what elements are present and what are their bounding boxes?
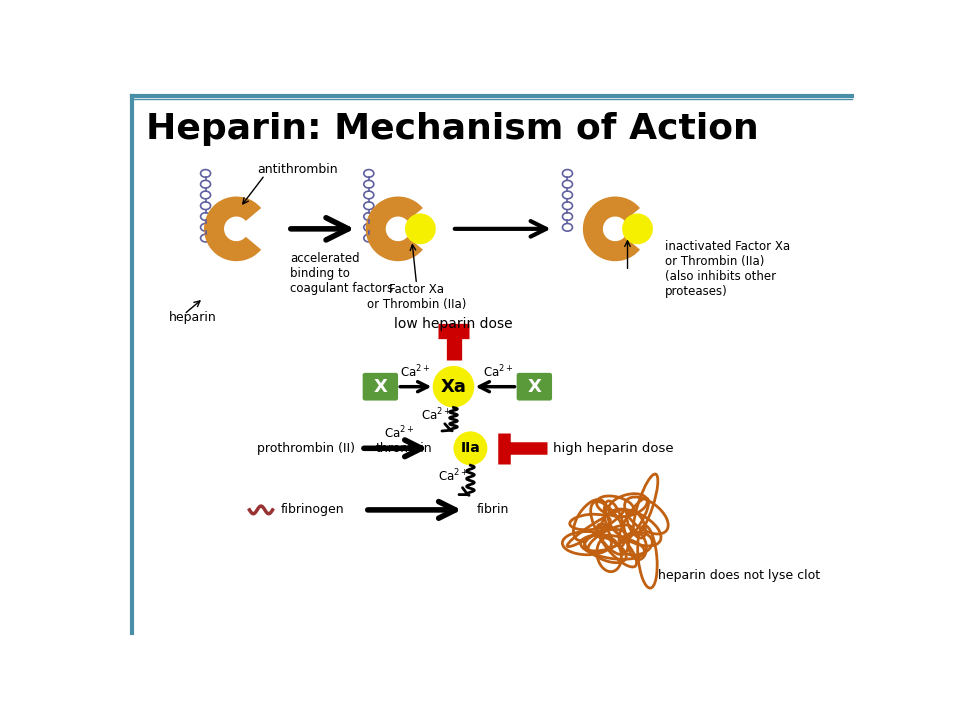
Text: heparin: heparin [169, 311, 216, 324]
Text: inactivated Factor Xa
or Thrombin (IIa)
(also inhibits other
proteases): inactivated Factor Xa or Thrombin (IIa) … [665, 240, 790, 298]
Circle shape [622, 213, 653, 244]
Text: fibrinogen: fibrinogen [280, 503, 344, 516]
Ellipse shape [563, 169, 572, 177]
Ellipse shape [364, 234, 373, 242]
Ellipse shape [201, 169, 210, 177]
Text: Ca$^{2+}$: Ca$^{2+}$ [483, 364, 514, 380]
Text: Heparin: Mechanism of Action: Heparin: Mechanism of Action [146, 112, 758, 145]
Ellipse shape [563, 223, 572, 231]
Ellipse shape [364, 202, 373, 210]
Ellipse shape [201, 234, 210, 242]
Text: IIa: IIa [461, 441, 480, 455]
Text: X: X [373, 378, 387, 396]
Ellipse shape [563, 191, 572, 199]
Text: prothrombin (II): prothrombin (II) [257, 442, 355, 455]
Ellipse shape [364, 191, 373, 199]
Wedge shape [366, 197, 422, 261]
Circle shape [453, 431, 488, 465]
Text: high heparin dose: high heparin dose [553, 442, 674, 455]
Text: Ca$^{2+}$: Ca$^{2+}$ [439, 468, 468, 485]
Text: thrombin: thrombin [376, 442, 433, 455]
Circle shape [433, 366, 474, 408]
Ellipse shape [201, 212, 210, 220]
Ellipse shape [364, 180, 373, 188]
Text: Xa: Xa [441, 378, 467, 396]
Ellipse shape [364, 212, 373, 220]
Text: X: X [527, 378, 541, 396]
Ellipse shape [563, 212, 572, 220]
FancyBboxPatch shape [363, 373, 398, 400]
Ellipse shape [201, 223, 210, 231]
Text: heparin does not lyse clot: heparin does not lyse clot [658, 569, 820, 582]
Text: Ca$^{2+}$: Ca$^{2+}$ [384, 425, 415, 441]
Wedge shape [204, 197, 261, 261]
Text: accelerated
binding to
coagulant factors: accelerated binding to coagulant factors [290, 252, 394, 295]
Ellipse shape [201, 202, 210, 210]
Text: Ca$^{2+}$: Ca$^{2+}$ [421, 407, 452, 423]
Ellipse shape [201, 180, 210, 188]
Ellipse shape [563, 180, 572, 188]
Wedge shape [583, 197, 640, 261]
Ellipse shape [364, 223, 373, 231]
FancyBboxPatch shape [516, 373, 552, 400]
Text: antithrombin: antithrombin [257, 163, 338, 176]
Ellipse shape [364, 169, 373, 177]
Ellipse shape [201, 191, 210, 199]
Text: fibrin: fibrin [476, 503, 509, 516]
Circle shape [405, 213, 436, 244]
Ellipse shape [563, 202, 572, 210]
Text: Ca$^{2+}$: Ca$^{2+}$ [399, 364, 430, 380]
Text: Factor Xa
or Thrombin (IIa): Factor Xa or Thrombin (IIa) [367, 283, 467, 311]
Text: low heparin dose: low heparin dose [395, 317, 513, 330]
